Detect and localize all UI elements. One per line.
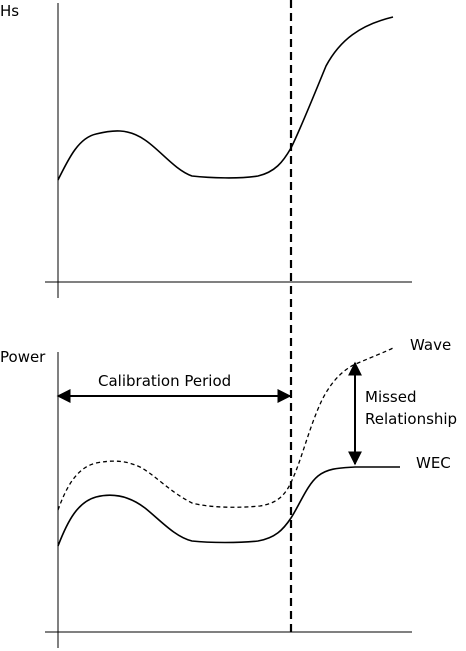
- calibration-period-label: Calibration Period: [98, 372, 231, 390]
- wave-curve: [57, 347, 394, 511]
- wave-series-label: Wave: [410, 336, 451, 354]
- missed-label-line1: Missed: [365, 388, 417, 406]
- power-plot: Power Calibration Period Missed Relation…: [0, 336, 457, 648]
- wec-curve: [57, 466, 400, 547]
- power-axis-label: Power: [0, 348, 46, 366]
- wec-series-label: WEC: [416, 454, 451, 472]
- hs-plot: Hs: [0, 2, 412, 298]
- hs-axis-label: Hs: [0, 2, 19, 20]
- missed-label-line2: Relationship: [365, 410, 457, 428]
- hs-curve: [57, 16, 394, 181]
